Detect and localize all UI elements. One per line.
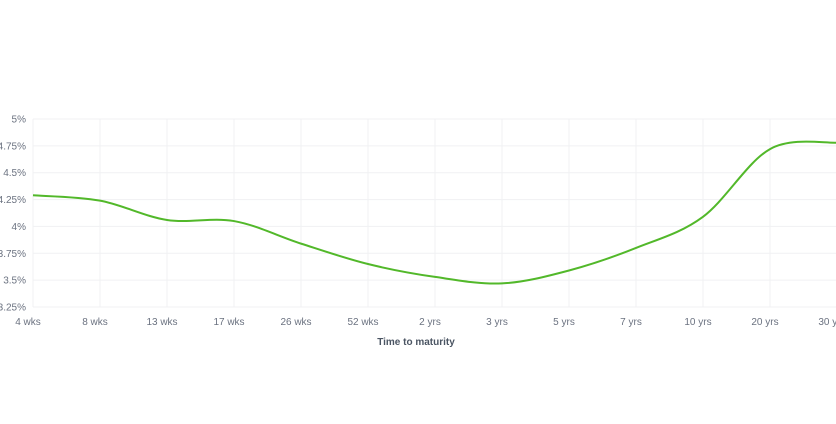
x-tick-label: 52 wks: [347, 317, 378, 328]
y-tick-label: 4%: [12, 222, 27, 233]
y-tick-label: 3.25%: [0, 303, 26, 314]
x-tick-label: 8 wks: [82, 317, 108, 328]
series-line: [32, 140, 836, 285]
grid: [32, 118, 836, 308]
x-axis: 4 wks 8 wks 13 wks 17 wks 26 wks 52 wks 2 yrs 3…: [15, 317, 836, 328]
x-tick-label: 17 wks: [213, 317, 244, 328]
x-tick-label: 13 wks: [146, 317, 177, 328]
x-tick-label: 5 yrs: [553, 317, 575, 328]
x-tick-label: 10 yrs: [684, 317, 711, 328]
x-tick-label: 20 yrs: [751, 317, 778, 328]
x-tick-label: 7 yrs: [620, 317, 642, 328]
y-tick-label: 3.5%: [3, 276, 26, 287]
x-axis-title: Time to maturity: [377, 337, 455, 348]
y-tick-label: 5%: [12, 115, 27, 126]
x-tick-label: 30 yrs: [818, 317, 836, 328]
y-tick-label: 4.75%: [0, 141, 26, 152]
x-tick-label: 4 wks: [15, 317, 41, 328]
y-tick-label: 3.75%: [0, 249, 26, 260]
x-tick-label: 3 yrs: [486, 317, 508, 328]
y-tick-label: 4.5%: [3, 168, 26, 179]
series-lines: [32, 140, 836, 285]
y-tick-label: 4.25%: [0, 195, 26, 206]
y-axis: 3.25% 3.5% 3.75% 4% 4.25% 4.5% 4.75% 5%: [0, 115, 26, 314]
x-tick-label: 2 yrs: [419, 317, 441, 328]
x-tick-label: 26 wks: [280, 317, 311, 328]
